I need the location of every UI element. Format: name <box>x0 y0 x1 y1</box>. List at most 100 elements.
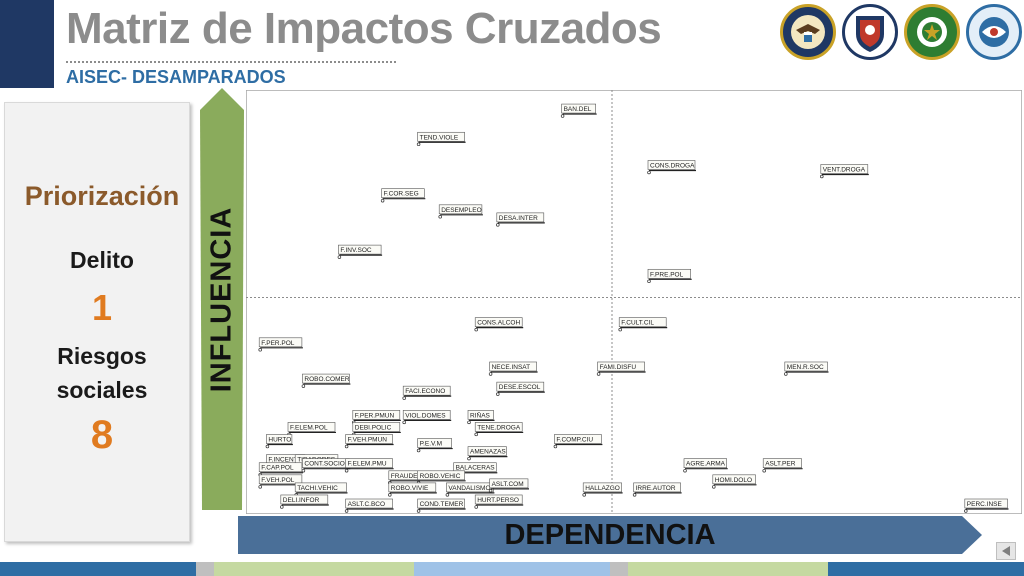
point-label-box <box>820 164 869 174</box>
point-label: AGRE.ARMA <box>686 461 726 468</box>
point-marker <box>647 279 651 284</box>
priority-panel: Priorización Delito 1 Riesgos sociales 8 <box>4 102 190 542</box>
scatter-point: HURTO <box>265 434 293 449</box>
point-marker <box>402 420 406 425</box>
point-label: DEBI.POLIC <box>355 424 392 431</box>
point-marker <box>344 509 349 513</box>
scatter-point: F.ELEM.PMU <box>344 458 394 473</box>
riesgos-count: 8 <box>90 413 114 457</box>
point-label: F.CAP.POL <box>261 465 294 472</box>
point-label-box <box>453 462 497 473</box>
point-label-box <box>338 244 382 255</box>
point-label-box <box>352 422 401 432</box>
point-label-box <box>489 478 529 489</box>
scatter-point: TEND.VIOLE <box>416 131 466 147</box>
point-label-box <box>287 422 336 432</box>
point-label-box <box>258 462 303 473</box>
point-marker <box>258 485 262 489</box>
point-label: MEN.R.SOC <box>787 364 824 371</box>
riesgos-label-line2: sociales <box>56 377 148 403</box>
scatter-point: ROBO.COMER <box>301 373 351 388</box>
scatter-point: F.INV.SOC <box>337 244 383 259</box>
point-label: ROBO.COMER <box>304 376 349 383</box>
point-label-box <box>417 498 465 509</box>
point-marker <box>474 432 478 437</box>
point-label: F.COR.SEG <box>384 191 419 198</box>
point-label: FAMI.DISFU <box>600 364 637 371</box>
scatter-point: CONS.ALCOH <box>474 317 524 332</box>
point-label: F.COMP.CIU <box>556 437 593 444</box>
point-label-box <box>964 498 1008 509</box>
title-divider <box>66 61 396 63</box>
point-label: HOMI.DOLO <box>715 477 752 484</box>
point-label-box <box>417 131 465 142</box>
scatter-point: DESE.ESCOL <box>496 381 545 396</box>
point-marker <box>380 198 385 203</box>
point-label: RIÑAS <box>470 410 491 419</box>
point-label-box <box>683 458 728 469</box>
cross-impact-scatter: BAN.DEL TEND.VIOLE CONS.DROGA VENT.DROGA F.C… <box>246 90 1022 514</box>
delito-count: 1 <box>91 287 113 328</box>
point-label: F.PER.PMUN <box>355 412 395 419</box>
scatter-point: F.COMP.CIU <box>553 434 603 449</box>
point-label-box <box>496 381 545 392</box>
point-label: FRAUDE <box>391 473 418 480</box>
previous-slide-button[interactable] <box>996 542 1016 560</box>
point-label: VANDALISMO <box>448 485 490 492</box>
point-label: HURT.PERSO <box>477 497 519 504</box>
shield-icon <box>856 16 884 52</box>
scatter-point: DESA.INTER <box>496 212 545 227</box>
scatter-point: ROBO.VEHIC <box>416 470 466 485</box>
point-label: F.ELEM.POL <box>290 424 328 431</box>
point-marker <box>344 468 349 473</box>
point-marker <box>762 468 766 473</box>
y-axis-label: INFLUENCIA <box>198 88 246 510</box>
point-marker <box>258 348 262 352</box>
scatter-point: PERC.INSE <box>964 498 1009 513</box>
point-marker <box>596 372 601 376</box>
point-label: F.PER.POL <box>261 340 295 347</box>
point-label: ROBO.VEHIC <box>420 473 461 480</box>
point-label-box <box>554 434 602 444</box>
point-label: FACI.ECONO <box>405 388 445 395</box>
point-label: F.CULT.CIL <box>621 320 654 327</box>
point-label-box <box>496 212 545 223</box>
scatter-point: DESEMPLEO <box>438 204 483 219</box>
point-label-box <box>417 438 453 448</box>
aisec-logo-icon <box>966 4 1022 60</box>
point-marker <box>344 444 349 449</box>
scatter-point: AMENAZAS <box>467 446 508 461</box>
scatter-point: F.PER.POL <box>258 337 303 352</box>
point-marker <box>438 215 442 219</box>
footer-color-band <box>0 562 1024 576</box>
point-label-box <box>266 434 293 444</box>
scatter-point: FACI.ECONO <box>402 385 452 400</box>
scatter-point: NECE.INSAT <box>488 361 538 376</box>
globe-icon <box>979 17 1009 47</box>
point-marker <box>632 493 637 497</box>
point-label-box <box>474 494 523 505</box>
point-label-box <box>582 482 622 493</box>
point-marker <box>416 448 421 453</box>
point-marker <box>784 372 788 376</box>
point-label-box <box>402 385 451 396</box>
scatter-point: F.VEH.PMUN <box>344 434 394 449</box>
scatter-point: FAMI.DISFU <box>596 361 646 376</box>
point-label-box <box>784 361 828 372</box>
point-label-box <box>618 317 667 327</box>
point-label-box <box>258 474 303 485</box>
point-marker <box>280 505 284 509</box>
point-label: F.VEH.POL <box>261 477 295 484</box>
point-label-box <box>762 458 802 469</box>
point-marker <box>488 489 493 493</box>
riesgos-label-line1: Riesgos <box>57 343 147 369</box>
point-marker <box>820 174 824 179</box>
scatter-point: HALLAZGO <box>582 482 623 497</box>
scatter-point: ROBO.VIVIE <box>388 482 437 497</box>
point-label-box <box>467 410 494 420</box>
scatter-point: AGRE.ARMA <box>683 458 728 473</box>
scatter-point: ASLT.C.BCO <box>344 498 394 513</box>
point-marker <box>964 509 968 513</box>
point-marker <box>337 255 342 259</box>
point-label-box <box>647 268 692 279</box>
